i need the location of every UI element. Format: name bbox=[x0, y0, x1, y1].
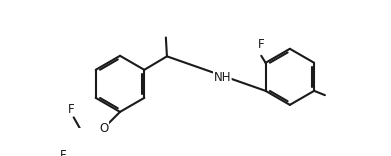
Text: NH: NH bbox=[213, 71, 231, 84]
Text: F: F bbox=[258, 38, 265, 51]
Text: F: F bbox=[68, 103, 75, 116]
Text: O: O bbox=[99, 122, 108, 135]
Text: F: F bbox=[60, 149, 67, 156]
